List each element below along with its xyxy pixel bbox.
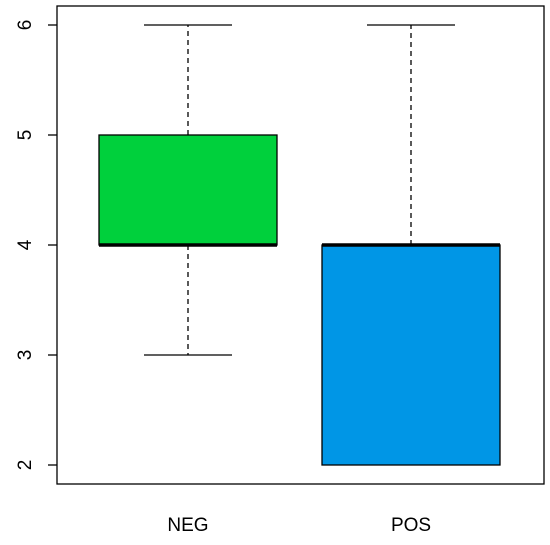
box-pos	[321, 24, 501, 466]
box-iqr	[98, 134, 278, 246]
x-category-label: POS	[391, 515, 431, 536]
box-iqr	[321, 244, 501, 466]
y-axis: 2 3 4 5 6	[15, 20, 57, 471]
y-tick-label: 3	[15, 350, 36, 361]
y-tick-label: 6	[15, 20, 36, 31]
x-category-label: NEG	[167, 515, 208, 536]
box-neg	[98, 24, 278, 356]
x-axis-labels: NEG POS	[167, 515, 431, 536]
y-tick-label: 2	[15, 460, 36, 471]
y-tick-label: 4	[15, 239, 36, 250]
y-tick-label: 5	[15, 130, 36, 141]
box-series	[98, 24, 501, 466]
